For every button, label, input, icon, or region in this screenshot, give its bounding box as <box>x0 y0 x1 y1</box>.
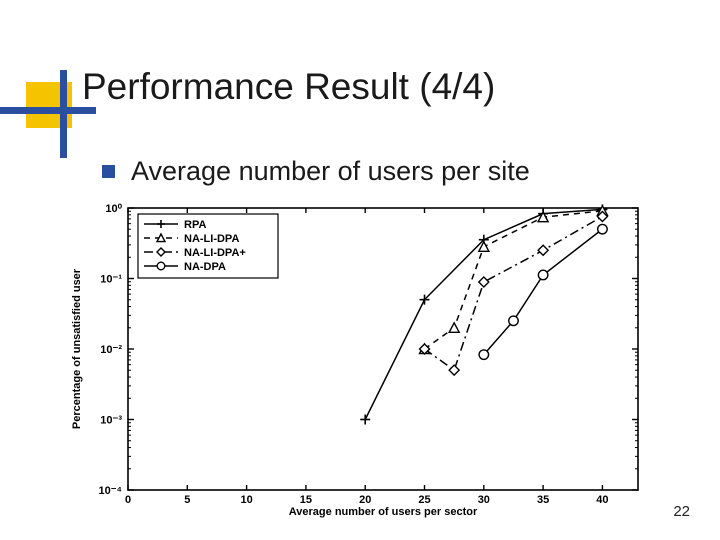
svg-text:RPA: RPA <box>184 219 206 231</box>
decor-blue-vertical <box>60 70 67 158</box>
svg-text:35: 35 <box>537 494 549 506</box>
chart: 0 5 10 15 20 25 30 35 40 10⁻⁴ 10⁻³ 10⁻² 10⁻¹ 10⁰ Avera… <box>66 200 650 518</box>
chart-svg: 0 5 10 15 20 25 30 35 40 10⁻⁴ 10⁻³ 10⁻² 10⁻¹ 10⁰ Avera… <box>66 200 650 518</box>
svg-text:25: 25 <box>418 494 430 506</box>
svg-text:Percentage of unsatisfied user: Percentage of unsatisfied user <box>71 268 83 429</box>
svg-text:10⁻²: 10⁻² <box>100 344 122 356</box>
svg-text:10: 10 <box>240 494 252 506</box>
slide: Performance Result (4/4) Average number … <box>0 0 720 540</box>
svg-text:10⁻¹: 10⁻¹ <box>100 274 122 286</box>
bullet-row: Average number of users per site <box>102 156 530 187</box>
svg-text:0: 0 <box>125 494 131 506</box>
svg-text:NA-LI-DPA+: NA-LI-DPA+ <box>184 247 246 259</box>
svg-text:20: 20 <box>359 494 371 506</box>
svg-text:10⁻⁴: 10⁻⁴ <box>99 485 122 497</box>
page-title: Performance Result (4/4) <box>82 66 495 108</box>
svg-text:10⁻³: 10⁻³ <box>100 415 122 427</box>
svg-text:15: 15 <box>300 494 312 506</box>
decor-blue-horizontal <box>0 107 96 114</box>
bullet-icon <box>102 165 115 178</box>
svg-text:5: 5 <box>184 494 190 506</box>
page-number: 22 <box>673 503 690 520</box>
svg-text:30: 30 <box>478 494 490 506</box>
svg-text:NA-LI-DPA: NA-LI-DPA <box>184 233 239 245</box>
svg-text:Average number of users per se: Average number of users per sector <box>289 506 478 518</box>
svg-text:40: 40 <box>596 494 608 506</box>
bullet-text: Average number of users per site <box>131 156 530 187</box>
svg-text:NA-DPA: NA-DPA <box>184 261 226 273</box>
svg-text:10⁰: 10⁰ <box>105 203 122 215</box>
